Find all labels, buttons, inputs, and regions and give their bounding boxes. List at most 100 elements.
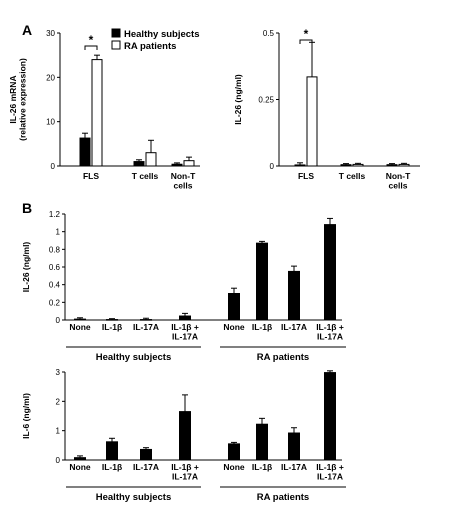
y-tick-label: 2 — [56, 397, 61, 406]
category-label: IL-1β — [102, 462, 122, 472]
y-tick-label: 1.2 — [49, 210, 61, 219]
category-label-line: IL-17A — [317, 471, 343, 481]
y-tick-label: 0.25 — [258, 96, 274, 105]
group-label: RA patients — [257, 492, 309, 503]
category-label: IL-1β + IL-17A — [316, 462, 344, 481]
y-axis-title-group: IL-26 (ng/ml) — [233, 74, 243, 125]
y-axis-title: IL-6 (ng/ml) — [21, 393, 31, 439]
bar — [106, 441, 118, 461]
y-tick-label: 0.8 — [49, 245, 61, 254]
category-label-line: cells — [389, 180, 408, 190]
bar — [256, 242, 268, 321]
bar — [140, 319, 152, 321]
bar — [106, 319, 118, 321]
category-label: IL-1β — [252, 322, 272, 332]
bar — [324, 224, 336, 321]
y-tick-label: 0 — [56, 316, 61, 325]
category-label: IL-1β — [102, 322, 122, 332]
category-label-line: IL-1β + — [316, 462, 344, 472]
category-label: None — [223, 322, 245, 332]
category-label-line: cells — [174, 180, 193, 190]
category-label: T cells — [132, 171, 159, 181]
y-axis-title-group: IL-26 mRNA(relative expression) — [8, 58, 27, 141]
group-label: Healthy subjects — [96, 492, 172, 503]
bar-ra — [306, 76, 318, 167]
y-axis-title: IL-26 (ng/ml) — [233, 74, 243, 125]
bar-ra — [352, 163, 364, 167]
y-tick-label: 0.5 — [263, 29, 275, 38]
category-label-line: Non-T — [386, 171, 411, 181]
y-axis-title-group: IL-6 (ng/ml) — [21, 393, 31, 439]
bar — [179, 411, 191, 461]
significance-bracket — [84, 45, 98, 50]
significance-bracket — [299, 39, 313, 44]
y-tick-label: 1 — [56, 427, 61, 436]
category-label: FLS — [298, 171, 314, 181]
category-label: FLS — [83, 171, 99, 181]
category-label-line: IL-17A — [317, 331, 343, 341]
y-axis-title-group: IL-26 (ng/ml) — [21, 242, 31, 293]
category-label: IL-1β + IL-17A — [171, 462, 199, 481]
legend-label: Healthy subjects — [124, 29, 200, 40]
panel-label-b: B — [22, 200, 33, 216]
category-label: T cells — [339, 171, 366, 181]
category-label-line: Non-T — [171, 171, 196, 181]
bar — [140, 448, 152, 461]
legend-swatch — [111, 40, 121, 50]
category-label-line: IL-17A — [172, 471, 198, 481]
y-axis-title-line: (relative expression) — [17, 58, 27, 141]
bar-healthy — [171, 163, 183, 167]
y-tick-label: 0.4 — [49, 281, 61, 290]
bar-ra — [145, 152, 157, 167]
category-label-line: IL-1β + — [171, 322, 199, 332]
category-label-line: IL-17A — [172, 331, 198, 341]
group-label: Healthy subjects — [96, 352, 172, 363]
category-label: IL-17A — [281, 322, 307, 332]
category-label: IL-1β + IL-17A — [171, 322, 199, 341]
legend-label: RA patients — [124, 41, 176, 52]
category-label: IL-17A — [281, 462, 307, 472]
y-tick-label: 3 — [56, 368, 61, 377]
category-label-line: IL-1β + — [171, 462, 199, 472]
y-tick-label: 0.6 — [49, 263, 61, 272]
bar-ra — [398, 163, 410, 167]
y-axis-title: IL-26 mRNA(relative expression) — [8, 58, 27, 141]
y-tick-label: 20 — [46, 73, 55, 82]
bar — [228, 293, 240, 321]
y-tick-label: 10 — [46, 118, 55, 127]
category-label: None — [69, 462, 91, 472]
bar-ra — [183, 160, 195, 167]
bar-healthy — [79, 137, 91, 167]
bar — [179, 315, 191, 321]
legend-swatch — [111, 28, 121, 38]
bar-healthy — [386, 164, 398, 167]
bar-healthy — [133, 161, 145, 167]
category-label: None — [223, 462, 245, 472]
bar — [288, 270, 300, 321]
y-tick-label: 0.2 — [49, 298, 61, 307]
y-tick-label: 0 — [56, 456, 61, 465]
category-label: Non-T cells — [386, 171, 411, 190]
category-label: None — [69, 322, 91, 332]
category-label: IL-1β + IL-17A — [316, 322, 344, 341]
significance-star: * — [304, 27, 309, 41]
y-tick-label: 30 — [46, 29, 55, 38]
significance-star: * — [89, 33, 94, 47]
bar-healthy — [340, 164, 352, 167]
bar — [228, 443, 240, 461]
y-tick-label: 1 — [56, 228, 61, 237]
bar — [324, 372, 336, 461]
y-axis-title-line: IL-26 mRNA — [8, 75, 18, 123]
y-tick-label: 0 — [270, 162, 275, 171]
y-axis-title: IL-26 (ng/ml) — [21, 242, 31, 293]
bar — [74, 318, 86, 321]
bar — [74, 457, 86, 461]
category-label: IL-17A — [133, 322, 159, 332]
y-tick-label: 0 — [51, 162, 56, 171]
group-label: RA patients — [257, 352, 309, 363]
category-label: IL-17A — [133, 462, 159, 472]
bar — [256, 423, 268, 461]
category-label: Non-T cells — [171, 171, 196, 190]
